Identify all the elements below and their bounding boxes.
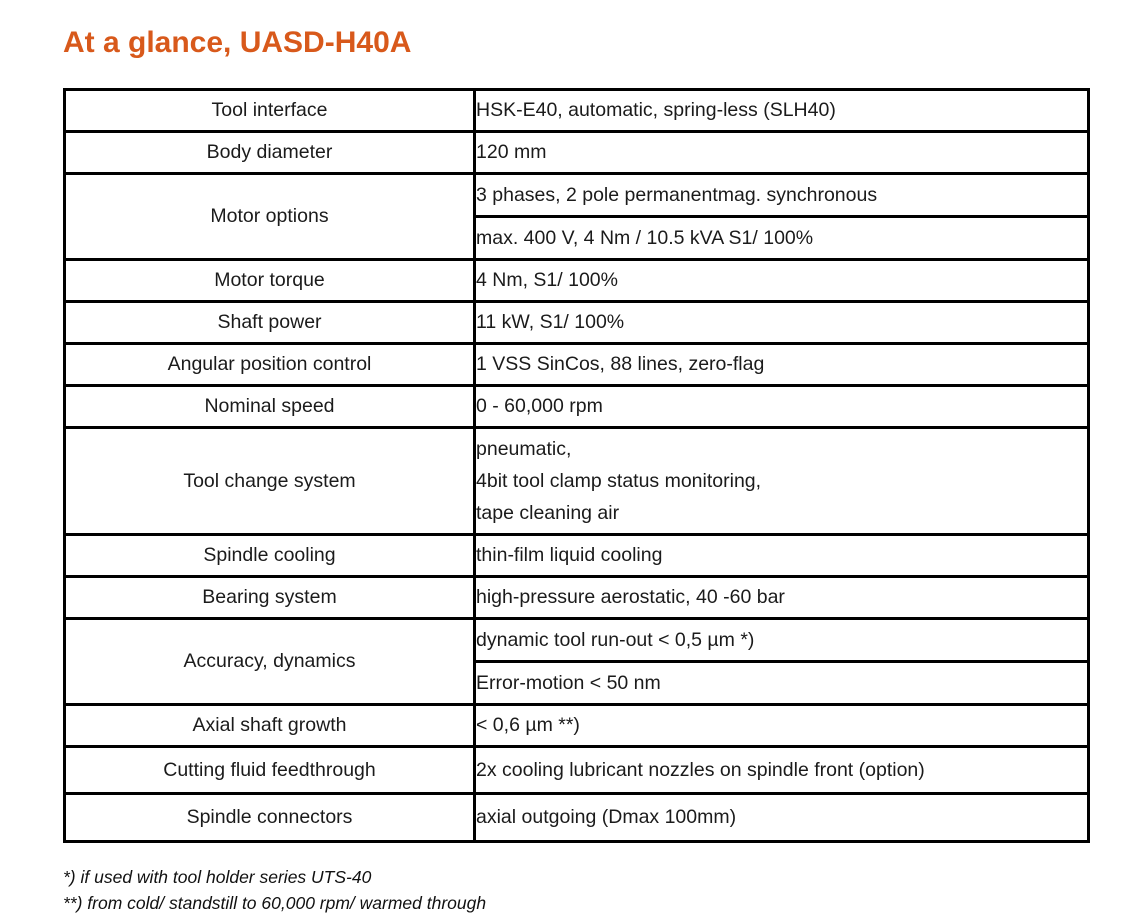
row-value: dynamic tool run-out < 0,5 µm *) xyxy=(473,617,1090,663)
row-label: Spindle connectors xyxy=(63,792,476,843)
row-value: pneumatic, 4bit tool clamp status monito… xyxy=(473,426,1090,536)
table-row: Spindle cooling thin-film liquid cooling xyxy=(63,533,1090,578)
row-label: Spindle cooling xyxy=(63,533,476,578)
row-label: Cutting fluid feedthrough xyxy=(63,745,476,795)
table-row: Motor options 3 phases, 2 pole permanent… xyxy=(63,172,1090,261)
table-row: Shaft power 11 kW, S1/ 100% xyxy=(63,300,1090,345)
table-row: max. 400 V, 4 Nm / 10.5 kVA S1/ 100% xyxy=(65,215,1090,261)
row-value: 11 kW, S1/ 100% xyxy=(473,300,1090,345)
table-row: Nominal speed 0 - 60,000 rpm xyxy=(63,384,1090,429)
row-label: Motor torque xyxy=(63,258,476,303)
row-value: axial outgoing (Dmax 100mm) xyxy=(473,792,1090,843)
page-title: At a glance, UASD-H40A xyxy=(63,26,412,59)
row-label: Shaft power xyxy=(63,300,476,345)
row-value: Error-motion < 50 nm xyxy=(473,660,1090,706)
table-row: Motor torque 4 Nm, S1/ 100% xyxy=(63,258,1090,303)
row-value: 0 - 60,000 rpm xyxy=(473,384,1090,429)
row-label: Motor options xyxy=(63,172,476,261)
footnote-1: *) if used with tool holder series UTS-4… xyxy=(63,867,372,887)
row-value: < 0,6 µm **) xyxy=(473,703,1090,748)
table-row: Accuracy, dynamics dynamic tool run-out … xyxy=(63,617,1090,706)
row-value: HSK-E40, automatic, spring-less (SLH40) xyxy=(473,88,1090,133)
table-row: Angular position control 1 VSS SinCos, 8… xyxy=(63,342,1090,387)
row-label: Axial shaft growth xyxy=(63,703,476,748)
footnotes: *) if used with tool holder series UTS-4… xyxy=(63,864,486,916)
row-value: 3 phases, 2 pole permanentmag. synchrono… xyxy=(473,172,1090,218)
row-value: 2x cooling lubricant nozzles on spindle … xyxy=(473,745,1090,795)
row-value: thin-film liquid cooling xyxy=(473,533,1090,578)
table-row: Axial shaft growth < 0,6 µm **) xyxy=(63,703,1090,748)
table-row: Cutting fluid feedthrough 2x cooling lub… xyxy=(63,745,1090,795)
table-row: Bearing system high-pressure aerostatic,… xyxy=(63,575,1090,620)
row-value: 120 mm xyxy=(473,130,1090,175)
table-row: Error-motion < 50 nm xyxy=(65,660,1090,706)
row-label: Tool change system xyxy=(63,426,476,536)
table-row: Tool change system pneumatic, 4bit tool … xyxy=(63,426,1090,536)
table-row: Body diameter 120 mm xyxy=(63,130,1090,175)
row-value: 1 VSS SinCos, 88 lines, zero-flag xyxy=(473,342,1090,387)
row-label: Body diameter xyxy=(63,130,476,175)
row-label: Accuracy, dynamics xyxy=(63,617,476,706)
table-row: Tool interface HSK-E40, automatic, sprin… xyxy=(63,88,1090,133)
row-value: max. 400 V, 4 Nm / 10.5 kVA S1/ 100% xyxy=(473,215,1090,261)
row-label: Bearing system xyxy=(63,575,476,620)
row-label: Nominal speed xyxy=(63,384,476,429)
row-label: Angular position control xyxy=(63,342,476,387)
table-row: Spindle connectors axial outgoing (Dmax … xyxy=(63,792,1090,843)
row-value: high-pressure aerostatic, 40 -60 bar xyxy=(473,575,1090,620)
row-value: 4 Nm, S1/ 100% xyxy=(473,258,1090,303)
footnote-2: **) from cold/ standstill to 60,000 rpm/… xyxy=(63,893,487,913)
row-label: Tool interface xyxy=(63,88,476,133)
spec-table: Tool interface HSK-E40, automatic, sprin… xyxy=(63,88,1090,843)
